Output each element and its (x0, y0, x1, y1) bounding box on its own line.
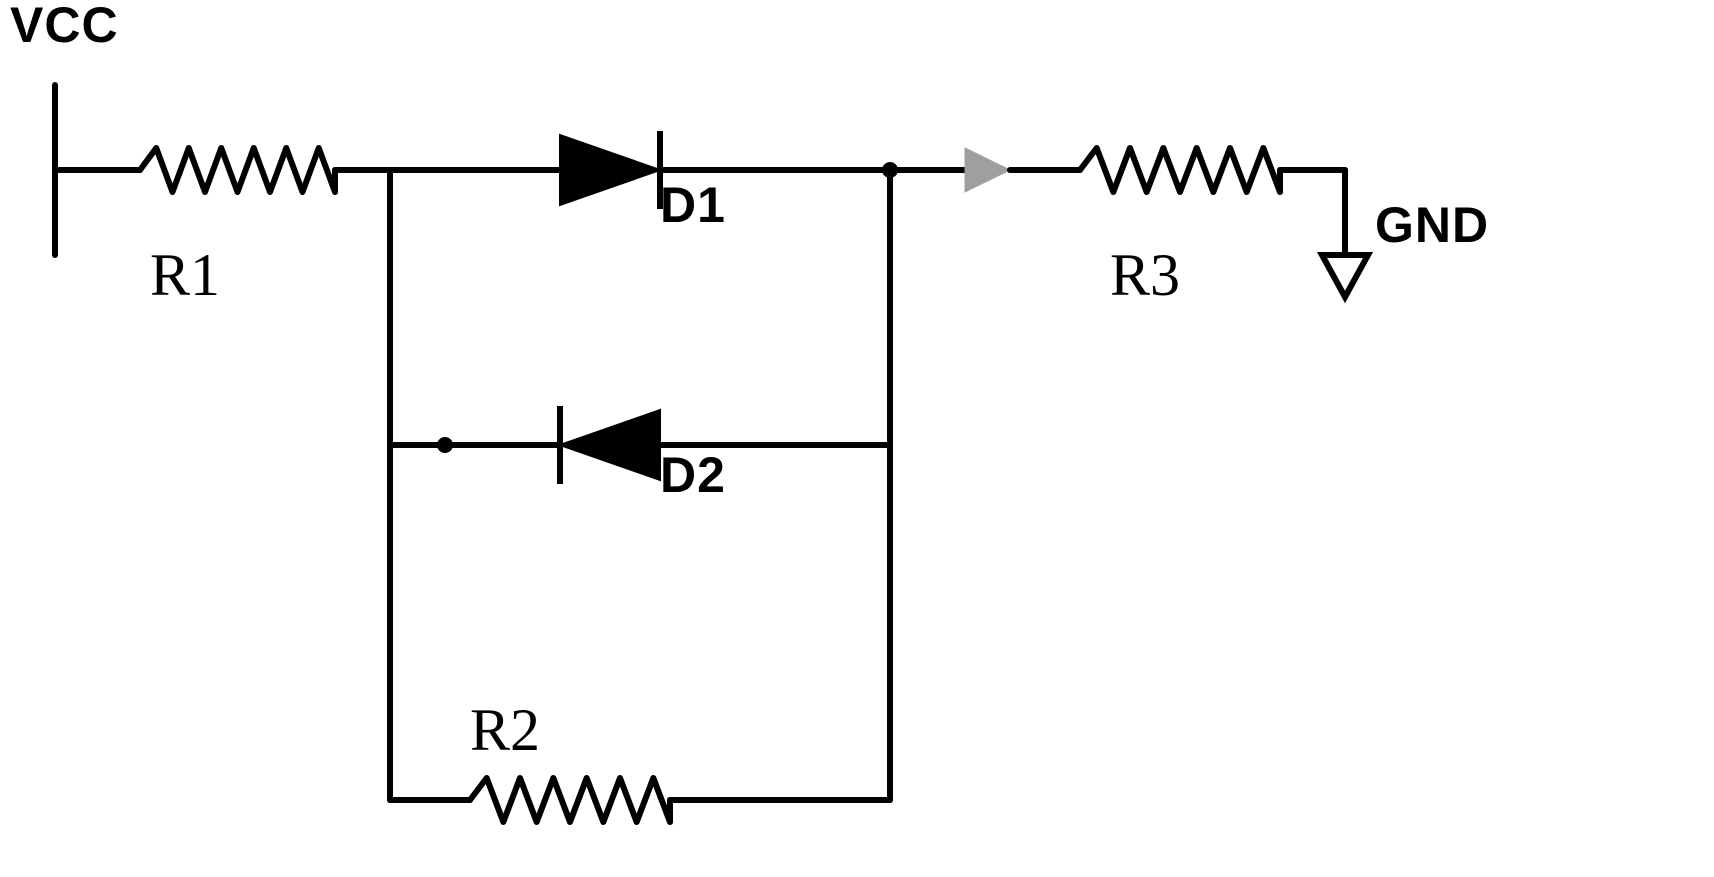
label-d2: D2 (660, 450, 726, 500)
label-gnd: GND (1375, 200, 1489, 250)
label-d1: D1 (660, 180, 726, 230)
label-r3: R3 (1110, 245, 1180, 305)
circuit-diagram: VCC GND R1 R2 R3 D1 D2 (0, 0, 1714, 877)
label-vcc: VCC (10, 0, 119, 50)
label-r2: R2 (470, 700, 540, 760)
circuit-svg (0, 0, 1714, 877)
label-r1: R1 (150, 245, 220, 305)
